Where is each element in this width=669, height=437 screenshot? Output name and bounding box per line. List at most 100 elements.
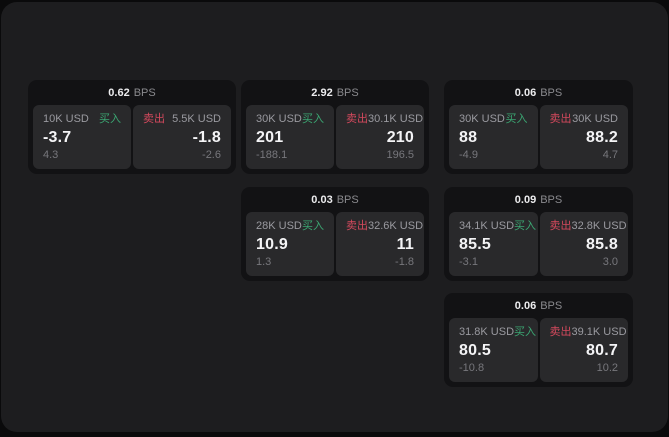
bps-unit-label: BPS — [540, 299, 563, 312]
buy-panel[interactable]: 30K USD 买入 88 -4.9 — [449, 105, 538, 169]
buy-label: 买入 — [302, 220, 324, 232]
buy-top-row: 28K USD 买入 — [256, 220, 324, 233]
bps-unit-label: BPS — [336, 86, 359, 99]
bps-value: 0.03 — [311, 193, 333, 206]
sell-price: -1.8 — [192, 128, 221, 146]
sell-label: 卖出 — [549, 326, 572, 338]
sell-top-row: 卖出 32.8K USD — [549, 220, 627, 233]
sell-size: 30K USD — [572, 113, 618, 125]
buy-change: 1.3 — [256, 256, 272, 268]
bps-header: 0.06 BPS — [444, 80, 633, 105]
sell-size: 32.6K USD — [368, 220, 424, 232]
sell-top-row: 卖出 30K USD — [550, 113, 619, 126]
quote-card: 0.03 BPS 28K USD 买入 10.9 1.3 卖出 32.6K US… — [241, 187, 429, 281]
buy-change: -188.1 — [256, 149, 288, 161]
buy-size: 34.1K USD — [459, 220, 515, 232]
sell-price: 80.7 — [586, 341, 618, 359]
sell-panel[interactable]: 卖出 32.8K USD 85.8 3.0 — [539, 212, 628, 276]
sell-change: 3.0 — [602, 256, 618, 268]
bps-unit-label: BPS — [336, 193, 359, 206]
bps-header: 0.09 BPS — [444, 187, 633, 212]
buy-size: 30K USD — [256, 113, 302, 125]
quote-body: 10K USD 买入 -3.7 4.3 卖出 5.5K USD -1.8 -2.… — [28, 105, 236, 174]
buy-top-row: 31.8K USD 买入 — [459, 326, 536, 339]
buy-size: 10K USD — [43, 113, 89, 125]
sell-panel[interactable]: 卖出 30K USD 88.2 4.7 — [539, 105, 628, 169]
buy-panel[interactable]: 28K USD 买入 10.9 1.3 — [246, 212, 334, 276]
sell-top-row: 卖出 32.6K USD — [346, 220, 423, 233]
sell-price: 85.8 — [586, 235, 618, 253]
sell-panel[interactable]: 卖出 5.5K USD -1.8 -2.6 — [133, 105, 231, 169]
sell-change: 4.7 — [602, 149, 618, 161]
buy-change: -3.1 — [459, 256, 478, 268]
quote-card: 0.06 BPS 31.8K USD 买入 80.5 -10.8 卖出 39.1… — [444, 293, 633, 387]
buy-size: 31.8K USD — [459, 326, 515, 338]
sell-label: 卖出 — [549, 220, 572, 232]
buy-price: 10.9 — [256, 235, 288, 253]
sell-panel[interactable]: 卖出 30.1K USD 210 196.5 — [336, 105, 424, 169]
buy-label: 买入 — [302, 113, 324, 125]
buy-price: -3.7 — [43, 128, 72, 146]
sell-size: 5.5K USD — [172, 113, 221, 125]
quote-body: 30K USD 买入 201 -188.1 卖出 30.1K USD 210 1… — [241, 105, 429, 174]
buy-label: 买入 — [505, 113, 528, 125]
buy-label: 买入 — [514, 220, 537, 232]
buy-price: 85.5 — [459, 235, 491, 253]
sell-label: 卖出 — [143, 113, 165, 125]
buy-change: -4.9 — [459, 149, 478, 161]
sell-label: 卖出 — [549, 113, 572, 125]
buy-panel[interactable]: 10K USD 买入 -3.7 4.3 — [33, 105, 131, 169]
sell-change: -2.6 — [202, 149, 221, 161]
quote-body: 34.1K USD 买入 85.5 -3.1 卖出 32.8K USD 85.8… — [444, 212, 633, 281]
quote-card: 0.06 BPS 30K USD 买入 88 -4.9 卖出 30K USD 8… — [444, 80, 633, 174]
quote-body: 31.8K USD 买入 80.5 -10.8 卖出 39.1K USD 80.… — [444, 318, 633, 387]
sell-price: 11 — [396, 235, 414, 253]
bps-header: 0.06 BPS — [444, 293, 633, 318]
bps-unit-label: BPS — [133, 86, 156, 99]
quote-card: 0.09 BPS 34.1K USD 买入 85.5 -3.1 卖出 32.8K… — [444, 187, 633, 281]
sell-top-row: 卖出 30.1K USD — [346, 113, 423, 126]
buy-size: 28K USD — [256, 220, 302, 232]
buy-label: 买入 — [99, 113, 121, 125]
bps-value: 0.09 — [514, 193, 537, 206]
buy-top-row: 30K USD 买入 — [459, 113, 528, 126]
bps-unit-label: BPS — [540, 193, 563, 206]
sell-size: 30.1K USD — [368, 113, 424, 125]
quote-card: 0.62 BPS 10K USD 买入 -3.7 4.3 卖出 5.5K USD… — [28, 80, 236, 174]
quote-body: 28K USD 买入 10.9 1.3 卖出 32.6K USD 11 -1.8 — [241, 212, 429, 281]
sell-panel[interactable]: 卖出 39.1K USD 80.7 10.2 — [539, 318, 628, 382]
buy-top-row: 30K USD 买入 — [256, 113, 324, 126]
sell-size: 39.1K USD — [571, 326, 627, 338]
sell-price: 210 — [386, 128, 414, 146]
buy-change: -10.8 — [459, 362, 485, 374]
sell-panel[interactable]: 卖出 32.6K USD 11 -1.8 — [336, 212, 424, 276]
sell-label: 卖出 — [346, 113, 368, 125]
bps-header: 2.92 BPS — [241, 80, 429, 105]
sell-top-row: 卖出 5.5K USD — [143, 113, 221, 126]
bps-header: 0.03 BPS — [241, 187, 429, 212]
quote-body: 30K USD 买入 88 -4.9 卖出 30K USD 88.2 4.7 — [444, 105, 633, 174]
bps-value: 0.62 — [108, 86, 130, 99]
buy-label: 买入 — [514, 326, 537, 338]
sell-change: 10.2 — [596, 362, 618, 374]
bps-value: 0.06 — [514, 86, 537, 99]
buy-top-row: 10K USD 买入 — [43, 113, 121, 126]
buy-price: 201 — [256, 128, 284, 146]
buy-panel[interactable]: 34.1K USD 买入 85.5 -3.1 — [449, 212, 538, 276]
buy-price: 88 — [459, 128, 478, 146]
buy-panel[interactable]: 31.8K USD 买入 80.5 -10.8 — [449, 318, 538, 382]
sell-change: 196.5 — [386, 149, 414, 161]
buy-change: 4.3 — [43, 149, 59, 161]
bps-header: 0.62 BPS — [28, 80, 236, 105]
buy-panel[interactable]: 30K USD 买入 201 -188.1 — [246, 105, 334, 169]
bps-unit-label: BPS — [540, 86, 563, 99]
sell-top-row: 卖出 39.1K USD — [549, 326, 627, 339]
buy-price: 80.5 — [459, 341, 491, 359]
buy-size: 30K USD — [459, 113, 505, 125]
sell-change: -1.8 — [395, 256, 414, 268]
buy-top-row: 34.1K USD 买入 — [459, 220, 536, 233]
sell-price: 88.2 — [586, 128, 618, 146]
bps-value: 0.06 — [514, 299, 537, 312]
quote-card: 2.92 BPS 30K USD 买入 201 -188.1 卖出 30.1K … — [241, 80, 429, 174]
